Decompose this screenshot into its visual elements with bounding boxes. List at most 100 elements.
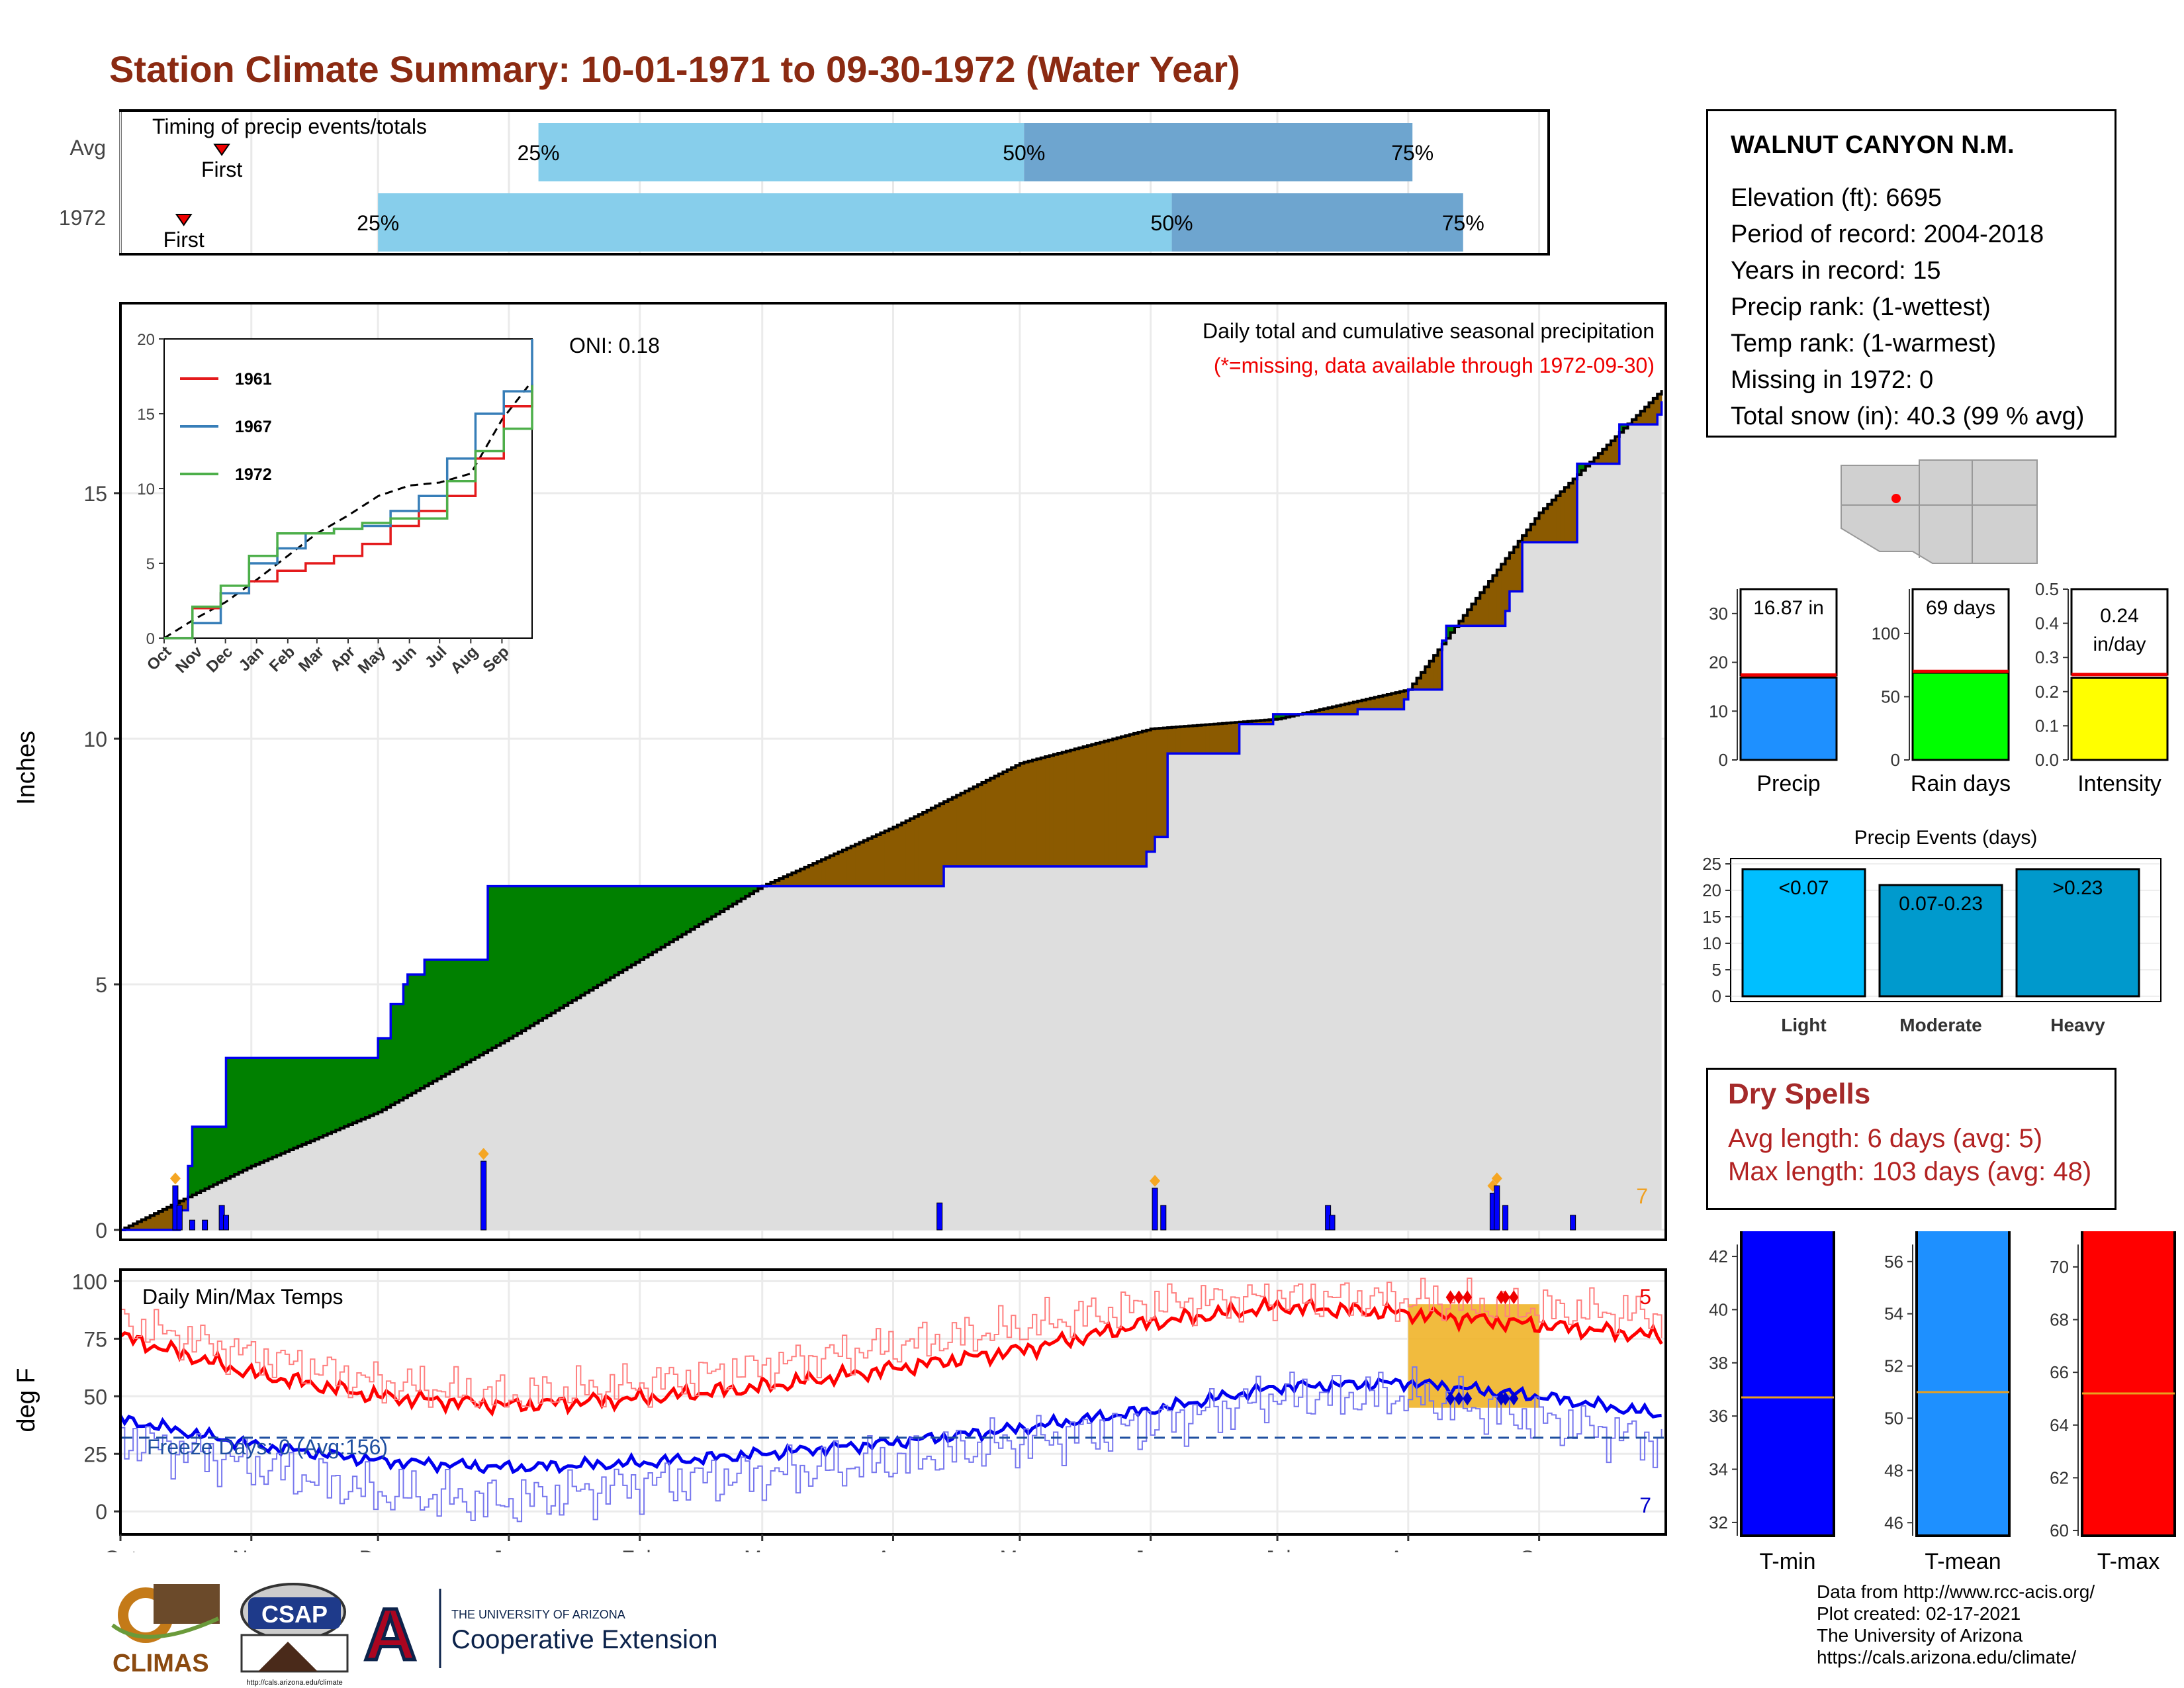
mini-bar-tick: 0.3: [2035, 647, 2059, 667]
freeze-label: Freeze Days: 0 (Avg:156): [147, 1435, 388, 1459]
daily-bar: [176, 1205, 183, 1231]
main-frame: [119, 302, 1667, 1241]
inset-y-tick: 15: [137, 406, 155, 424]
temp-y-tick: 75: [83, 1327, 107, 1351]
station-name: WALNUT CANYON N.M.: [1731, 131, 2015, 159]
daily-bar: [222, 1215, 229, 1231]
temp-bar-tick: 54: [1884, 1304, 1903, 1324]
x-month-label: Mar: [744, 1546, 780, 1552]
temp-series-line: [118, 1377, 1662, 1475]
daily-bar: [1570, 1215, 1576, 1231]
first-label: First: [201, 158, 242, 181]
max-count: 5: [1639, 1285, 1651, 1309]
temp-bar-label: T-max: [2097, 1549, 2160, 1574]
temp-bar-tick: 32: [1709, 1513, 1728, 1532]
right-count: 7: [1636, 1184, 1648, 1208]
event-bin-label: >0.23: [2053, 877, 2103, 899]
event-bar: [2015, 868, 2140, 998]
oni-label: ONI: 0.18: [569, 334, 660, 357]
temp-bars: 32343638404251 FT-min46485052545667.7 FT…: [1709, 1231, 2176, 1574]
events-tick: 0: [1712, 986, 1721, 1006]
temp-bar-label: T-min: [1760, 1549, 1816, 1574]
temp-bar-tick: 68: [2050, 1310, 2069, 1330]
logos: CLIMAS CSAP http://cals.arizona.edu/clim…: [111, 1583, 717, 1687]
temp-bar-tick: 46: [1884, 1513, 1903, 1532]
event-bar: [1741, 868, 1866, 998]
x-month-label: Feb: [621, 1546, 658, 1552]
event-label: Moderate: [1899, 1015, 1981, 1035]
temp-bar-tick: 42: [1709, 1246, 1728, 1266]
university-of-arizona-logo: A THE UNIVERSITY OF ARIZONA Cooperative …: [363, 1589, 717, 1677]
y-tick-label: 10: [83, 727, 107, 751]
record-high-marker: [1500, 1290, 1510, 1305]
x-month-label: Sep: [1520, 1546, 1558, 1552]
timing-bar-q1: [378, 193, 1172, 252]
dry-spells-title: Dry Spells: [1728, 1078, 1871, 1110]
climas-logo: CLIMAS: [111, 1584, 220, 1677]
mini-bar-value: [1911, 671, 2010, 761]
x-month-label: Jan: [492, 1546, 526, 1552]
inset-legend-label: 1967: [235, 418, 272, 436]
first-marker: [175, 214, 193, 226]
q25-label: 25%: [518, 141, 560, 165]
temp-bar-label: T-mean: [1925, 1549, 2001, 1574]
station-elevation: Elevation (ft): 6695: [1731, 184, 1942, 212]
inset-y-tick: 20: [137, 331, 155, 349]
timing-row-year: 1972: [59, 206, 106, 230]
svg-text:CSAP: CSAP: [261, 1601, 328, 1628]
temp-series-line: [120, 1366, 1662, 1523]
map-region: [1841, 459, 2038, 564]
x-month-label: May: [1000, 1546, 1040, 1552]
temp-bar-tick: 66: [2050, 1362, 2069, 1382]
x-axis-months: Oct Nov Dec Jan Feb Mar Apr May Jun Jul Aug Sep: [104, 1534, 1558, 1552]
temp-bar-tick: 60: [2050, 1521, 2069, 1540]
main-series: [120, 390, 1663, 1231]
mini-bar-tick: 0.5: [2035, 579, 2059, 599]
timing-row-avg: Avg: [69, 136, 106, 160]
snow-marker: [1150, 1174, 1161, 1187]
mini-bar-value-label: 69 days: [1926, 597, 1995, 619]
x-month-label: Aug: [1389, 1546, 1427, 1552]
inset-legend-label: 1972: [235, 465, 272, 484]
mini-bar-label: Precip: [1756, 771, 1820, 796]
inset-legend-label: 1961: [235, 370, 272, 389]
temp-bar: [1915, 1231, 2011, 1538]
record-high-marker: [1509, 1290, 1519, 1305]
y-tick-label: 5: [95, 973, 107, 997]
event-bin-label: <0.07: [1779, 877, 1829, 899]
dry-max-length: Max length: 103 days (avg: 48): [1728, 1157, 2092, 1186]
timing-bar-q1: [538, 123, 1024, 181]
precip-events-chart: Precip Events (days) 0 5 10 15 20 25 <0.07 Ligh…: [1702, 827, 2161, 1035]
daily-bar: [189, 1219, 195, 1231]
events-tick: 25: [1702, 854, 1721, 874]
precip-note: Daily total and cumulative seasonal prec…: [1203, 319, 1655, 343]
daily-bar: [1494, 1185, 1500, 1231]
avg-line: [120, 390, 1663, 1231]
event-label: Light: [1781, 1015, 1826, 1035]
dry-spells: Dry Spells Avg length: 6 days (avg: 5) M…: [1706, 1068, 2116, 1210]
q25-label: 25%: [357, 211, 399, 235]
snow-marker: [478, 1148, 489, 1160]
credits: Data from http://www.rcc-acis.org/ Plot …: [1817, 1581, 2095, 1668]
svg-text:Cooperative Extension: Cooperative Extension: [451, 1625, 717, 1654]
locator-map: [1840, 459, 2038, 565]
y-tick-label: 15: [83, 482, 107, 506]
daily-bar: [480, 1160, 487, 1231]
daily-bar: [202, 1219, 208, 1231]
y-tick-label: 0: [95, 1219, 107, 1243]
first-label: First: [163, 228, 205, 252]
timing-bars: 25%50%75%FirstLast25%50%75%FirstLast: [163, 123, 1484, 252]
temp-bar: [2081, 1231, 2176, 1537]
inset-y-tick: 0: [146, 630, 155, 648]
inset-y-tick: 10: [137, 481, 155, 498]
temp-bar-tick: 48: [1884, 1460, 1903, 1480]
daily-bar: [1502, 1205, 1509, 1231]
temp-y-tick: 25: [83, 1442, 107, 1466]
daily-bar: [1329, 1215, 1336, 1231]
temp-bar-tick: 50: [1884, 1408, 1903, 1428]
event-label: Heavy: [2050, 1015, 2105, 1035]
temp-bar-tick: 40: [1709, 1299, 1728, 1319]
station-marker: [1891, 494, 1901, 503]
station-missing: Missing in 1972: 0: [1731, 366, 1934, 394]
